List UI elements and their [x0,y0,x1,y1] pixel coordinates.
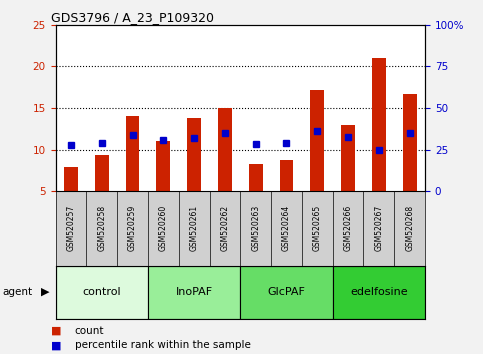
Text: GSM520263: GSM520263 [251,205,260,251]
Text: agent: agent [2,287,32,297]
Text: GSM520258: GSM520258 [97,205,106,251]
Bar [280,160,293,191]
Text: GSM520267: GSM520267 [374,205,384,251]
Text: GSM520260: GSM520260 [159,205,168,251]
Bar [341,125,355,191]
Text: GSM520264: GSM520264 [282,205,291,251]
Text: GSM520266: GSM520266 [343,205,353,251]
Bar [56,266,148,319]
Text: edelfosine: edelfosine [350,287,408,297]
Text: count: count [75,326,104,336]
Bar [148,266,241,319]
Bar [333,266,425,319]
Bar [240,266,333,319]
Bar [311,90,324,191]
Bar [218,108,232,191]
Text: GSM520268: GSM520268 [405,205,414,251]
Text: GDS3796 / A_23_P109320: GDS3796 / A_23_P109320 [51,11,213,24]
Bar [95,155,109,191]
Text: ■: ■ [51,326,61,336]
Text: InoPAF: InoPAF [175,287,213,297]
Text: GSM520261: GSM520261 [190,205,199,251]
Bar [403,94,416,191]
Text: GSM520265: GSM520265 [313,205,322,251]
Bar [187,118,201,191]
Bar [156,141,170,191]
Text: ▶: ▶ [41,287,50,297]
Bar [126,116,140,191]
Text: GSM520257: GSM520257 [67,205,75,251]
Bar [249,164,263,191]
Bar [372,58,386,191]
Bar [64,167,78,191]
Text: GSM520259: GSM520259 [128,205,137,251]
Text: GlcPAF: GlcPAF [268,287,305,297]
Text: control: control [83,287,121,297]
Text: ■: ■ [51,340,61,350]
Text: GSM520262: GSM520262 [220,205,229,251]
Text: percentile rank within the sample: percentile rank within the sample [75,340,251,350]
